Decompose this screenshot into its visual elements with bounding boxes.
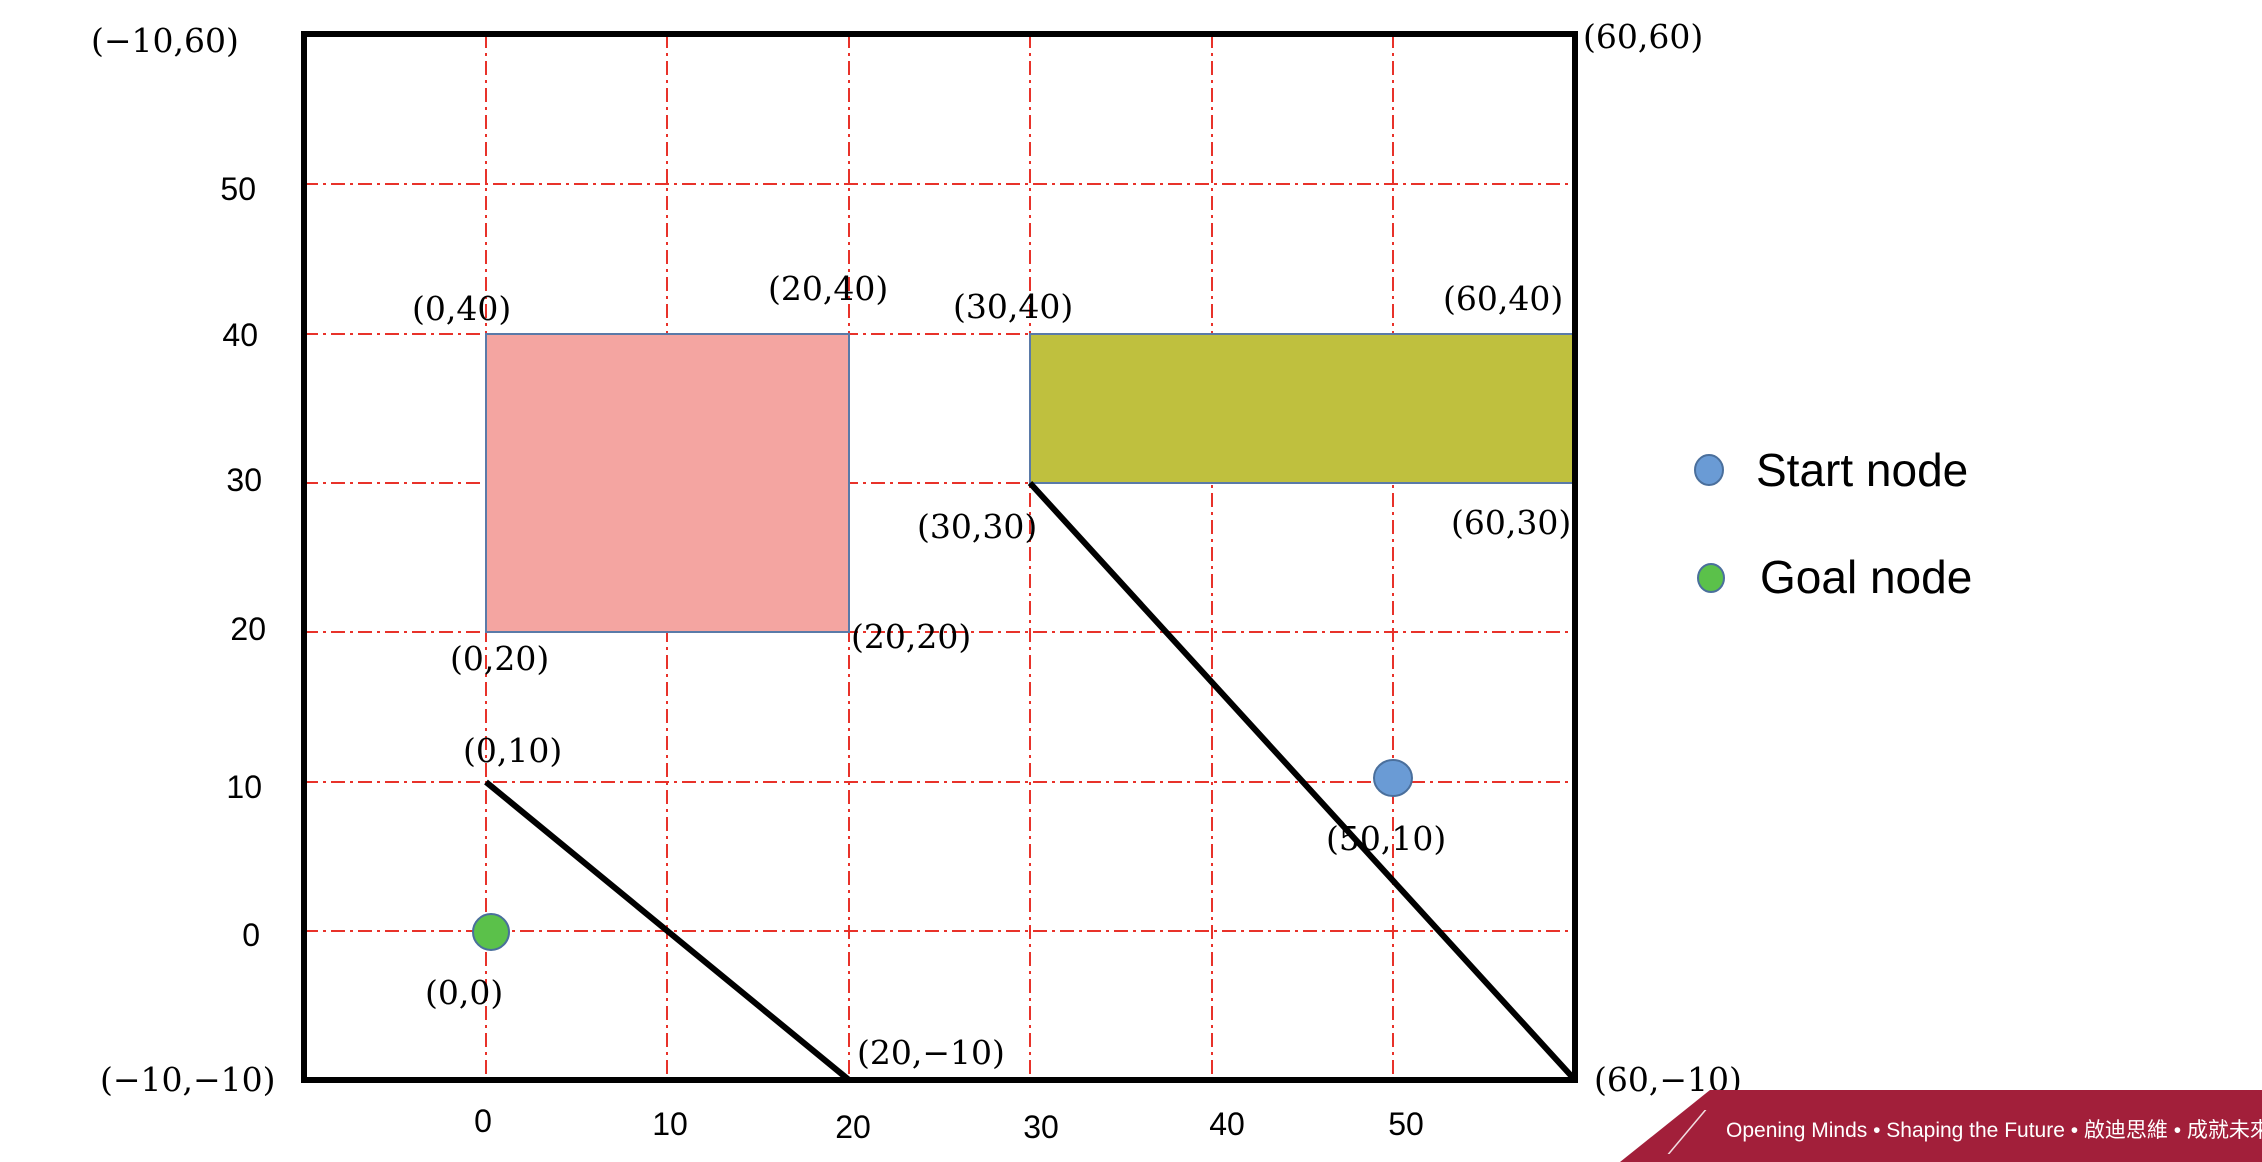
obstacle-rect-1 bbox=[485, 333, 850, 633]
legend-start-label: Start node bbox=[1756, 444, 1968, 496]
y-tick-label: 0 bbox=[242, 917, 260, 953]
legend-start-icon bbox=[1694, 454, 1724, 486]
wall-1-start-label: (0,10) bbox=[463, 731, 562, 770]
corner-label-top-right: (60,60) bbox=[1583, 17, 1703, 56]
y-tick-label: 50 bbox=[220, 171, 256, 207]
corner-label-top-left: (−10,60) bbox=[91, 21, 239, 60]
obstacle-2-bottom-left-label: (30,30) bbox=[917, 507, 1037, 546]
wall-1 bbox=[484, 779, 851, 1083]
legend-goal-icon bbox=[1697, 563, 1725, 593]
obstacle-1-bottom-left-label: (0,20) bbox=[450, 639, 549, 678]
legend: Start node Goal node bbox=[1694, 444, 1972, 603]
wall-1-end-label: (20,−10) bbox=[857, 1033, 1005, 1072]
x-tick-label: 30 bbox=[1023, 1109, 1059, 1145]
obstacle-2-top-right-label: (60,40) bbox=[1443, 279, 1563, 318]
start-node-label: (50,10) bbox=[1326, 819, 1446, 858]
footer-banner bbox=[1620, 1090, 2262, 1162]
goal-node-label: (0,0) bbox=[425, 973, 503, 1012]
x-tick-label: 20 bbox=[835, 1109, 871, 1145]
obstacle-2-top-left-label: (30,40) bbox=[953, 287, 1073, 326]
y-tick-label: 20 bbox=[230, 611, 266, 647]
obstacle-1-top-left-label: (0,40) bbox=[412, 289, 511, 328]
wall-2 bbox=[1027, 480, 1578, 1083]
footer-banner-text: Opening Minds • Shaping the Future • 啟迪思… bbox=[1726, 1119, 2262, 1142]
x-tick-label: 0 bbox=[474, 1103, 492, 1139]
y-tick-label: 40 bbox=[222, 317, 258, 353]
y-tick-label: 10 bbox=[226, 769, 262, 805]
environment-boundary bbox=[301, 31, 1578, 1083]
corner-label-bottom-left: (−10,−10) bbox=[100, 1060, 276, 1099]
y-tick-label: 30 bbox=[226, 462, 262, 498]
obstacle-1-bottom-right-label: (20,20) bbox=[851, 617, 971, 656]
obstacle-rect-2 bbox=[1029, 333, 1576, 484]
x-tick-label: 40 bbox=[1209, 1106, 1245, 1142]
obstacle-2-bottom-right-label: (60,30) bbox=[1451, 503, 1571, 542]
x-tick-label: 50 bbox=[1388, 1106, 1424, 1142]
legend-goal-label: Goal node bbox=[1760, 551, 1972, 603]
goal-node-marker bbox=[472, 913, 510, 951]
x-tick-label: 10 bbox=[652, 1106, 688, 1142]
start-node-marker bbox=[1373, 759, 1413, 797]
obstacle-1-top-right-label: (20,40) bbox=[768, 269, 888, 308]
